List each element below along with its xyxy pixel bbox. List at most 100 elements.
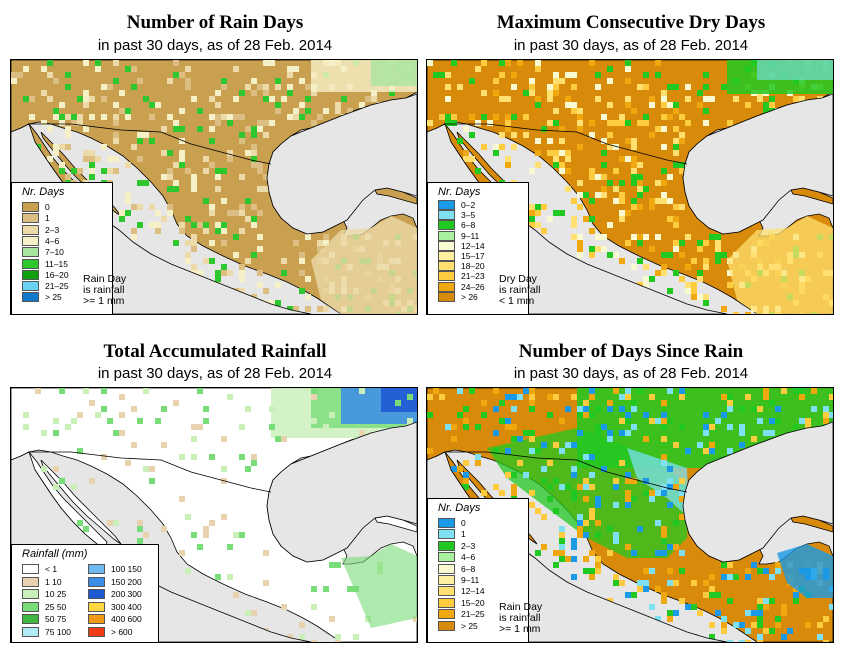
legend-swatch [22,213,39,224]
legend-note: Rain Day is rainfall >= 1 mm [83,274,126,307]
legend-swatch [438,240,455,251]
legend-label: 4–6 [45,235,60,246]
legend-total-rainfall: Rainfall (mm) < 1 1 10 10 25 25 50 50 75 75 1… [11,544,159,642]
legend-label: 21–25 [461,609,485,620]
legend-swatch [438,540,455,551]
legend-label: 7–10 [45,247,64,258]
legend-swatch [438,291,455,302]
legend-swatch [22,564,39,574]
legend-label: 18–20 [461,261,485,272]
legend-swatch [22,281,39,292]
legend-swatch [22,614,39,625]
note-line: >= 1 mm [499,623,541,635]
legend-swatch [438,271,455,282]
legend-swatch [438,281,455,292]
legend-title: Rainfall (mm) [22,548,88,560]
legend-label: 21–25 [45,281,69,292]
note-line: >= 1 mm [83,295,125,307]
panel-title: Number of Rain Days [126,12,304,33]
legend-label: 1 [45,213,50,224]
legend-swatch [438,529,455,540]
legend-swatch [22,292,39,303]
note-line: is rainfall [499,284,541,296]
legend-label: 9–11 [461,230,480,241]
panel-subtitle: in past 30 days, as of 28 Feb. 2014 [97,365,333,382]
panel-subtitle: in past 30 days, as of 28 Feb. 2014 [513,37,749,54]
legend-label: 400 600 [111,614,142,625]
legend-note: Dry Day is rainfall < 1 mm [499,274,540,307]
legend-label: 0–2 [461,200,476,210]
legend-label: 2–3 [45,224,60,235]
panel-title: Maximum Consecutive Dry Days [496,12,766,33]
legend-swatch [438,261,455,272]
legend-note: Rain Day is rainfall >= 1 mm [499,602,542,635]
legend-swatch [22,269,39,280]
legend-label: 1 10 [45,576,62,587]
legend-dry-days: Nr. Days 0–2 3–5 6–8 9–11 12–14 15–17 18–20 21–… [427,182,529,314]
legend-label: 15–17 [461,251,485,261]
legend-label: 0 [45,202,50,212]
panel-subtitle: in past 30 days, as of 28 Feb. 2014 [513,365,749,382]
legend-swatch [438,518,455,528]
legend-swatch [88,564,105,574]
legend-label: > 600 [111,627,133,637]
legend-swatch [438,563,455,574]
legend-swatch [438,620,455,631]
legend-label: > 25 [45,292,62,303]
legend-swatch [88,601,105,612]
legend-title: Nr. Days [438,186,481,198]
legend-label: 300 400 [111,601,142,612]
legend-swatch [22,627,39,637]
panel-subtitle: in past 30 days, as of 28 Feb. 2014 [97,37,333,54]
legend-label: 25 50 [45,601,67,612]
legend-label: 4–6 [461,552,476,563]
legend-since-rain: Nr. Days 0 1 2–3 4–6 6–8 9–11 12–14 15–20 21–25 >… [427,498,529,642]
legend-swatch [438,575,455,585]
legend-label: > 25 [461,620,478,631]
legend-swatch [22,224,39,235]
map-total-rainfall: Rainfall (mm) < 1 1 10 10 25 25 50 50 75 75 1… [10,387,418,643]
legend-swatch [22,601,39,612]
legend-label: 11–15 [45,258,69,269]
note-line: Rain Day [83,273,127,285]
legend-label: 16–20 [45,269,69,280]
legend-label: 3–5 [461,210,476,221]
panel-title: Total Accumulated Rainfall [103,341,327,362]
legend-label: 10 25 [45,589,67,600]
legend-label: 50 75 [45,614,67,625]
legend-title: Nr. Days [22,186,65,198]
legend-swatch [88,614,105,625]
note-line: < 1 mm [499,295,535,307]
legend-swatch [438,230,455,241]
legend-swatch [438,220,455,231]
legend-label: 0 [461,518,466,528]
legend-label: 1 [461,529,466,540]
legend-swatch [22,576,39,587]
legend-swatch [88,576,105,587]
legend-rain-days: Nr. Days 0 1 2–3 4–6 7–10 11–15 16–20 21–25 > 25 [11,182,113,314]
note-line: Rain Day [499,601,543,613]
legend-label: 2–3 [461,540,476,551]
legend-label: 15–20 [461,597,485,608]
legend-label: 200 300 [111,589,142,600]
legend-label: 6–8 [461,563,476,574]
legend-label: 150 200 [111,576,142,587]
legend-label: < 1 [45,564,58,574]
legend-title: Nr. Days [438,502,481,514]
legend-swatch [88,589,105,600]
legend-swatch [88,627,105,637]
legend-label: 12–14 [461,240,485,251]
map-rain-days: Nr. Days 0 1 2–3 4–6 7–10 11–15 16–20 21–25 > 25… [10,59,418,315]
legend-swatch [438,586,455,597]
legend-label: 9–11 [461,575,480,585]
legend-swatch [22,247,39,258]
panel-title: Number of Days Since Rain [518,341,744,362]
legend-swatch [22,235,39,246]
legend-label: 75 100 [45,627,71,637]
legend-label: 6–8 [461,220,476,231]
legend-swatch [438,251,455,261]
note-line: is rainfall [83,284,125,296]
map-graphic [11,388,417,642]
legend-swatch [438,552,455,563]
legend-label: > 26 [461,291,478,302]
